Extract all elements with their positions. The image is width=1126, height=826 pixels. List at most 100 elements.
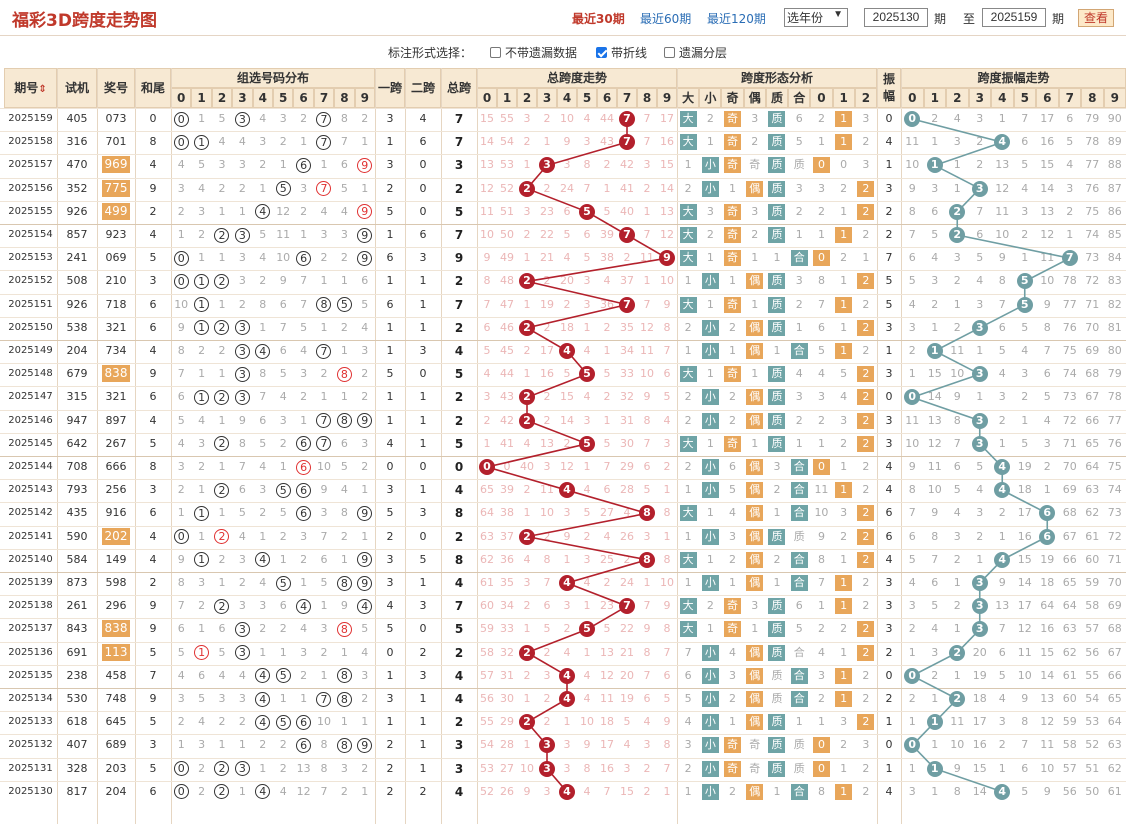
trend-cell: 5	[603, 204, 611, 218]
checkbox-miss-layer[interactable]	[664, 47, 675, 58]
dist-cell: 1	[177, 228, 185, 241]
amp-trend-cell: 9	[998, 576, 1006, 589]
shape-cell: 2	[855, 363, 877, 385]
header-dist-digit-3: 3	[232, 88, 253, 108]
amp-trend-cell: 1	[998, 761, 1006, 775]
dist-cell: 2	[212, 526, 232, 548]
trend-cell: 1	[643, 204, 651, 218]
sort-icon[interactable]: ⇕	[38, 84, 47, 95]
trend-cell: 32	[500, 645, 514, 659]
amp-trend-cell: 64	[1085, 460, 1100, 473]
start-issue-input[interactable]: 2025130	[864, 8, 928, 27]
amp-trend-cell: 67	[1085, 390, 1100, 404]
header-issue-label[interactable]: 期号	[14, 81, 39, 95]
option-with-line[interactable]: 带折线	[596, 44, 647, 61]
dist-cell: 6	[279, 599, 287, 613]
dist-hit-circle: 1	[194, 297, 210, 313]
dist-hit-circle: 7	[316, 181, 332, 197]
dist-cell: 1	[320, 668, 328, 682]
hewei-value: 5	[149, 761, 157, 775]
amp-ball: 0	[904, 111, 921, 127]
shape-cell: 小	[699, 526, 721, 548]
total-span-value: 8	[454, 506, 464, 521]
shape-mark: 1	[835, 134, 853, 151]
dist-cell: 1	[300, 413, 308, 427]
dist-hit-circle: 3	[234, 227, 250, 243]
shape-mark: 合	[790, 667, 808, 684]
nav-recent-60[interactable]: 最近60期	[640, 12, 692, 26]
amp-trend-cell: 2	[908, 622, 916, 636]
amp-ball: 2	[949, 691, 966, 707]
span2-value: 4	[419, 112, 427, 125]
award-number: 916	[105, 506, 127, 520]
query-button[interactable]: 查看	[1078, 9, 1114, 27]
shape-mark: 2	[857, 412, 875, 429]
shape-cell: 小	[699, 340, 721, 362]
dist-cell: 4	[198, 181, 206, 195]
issue-number: 2025135	[8, 669, 53, 681]
checkbox-no-miss[interactable]	[490, 47, 501, 58]
amp-ball: 1	[926, 157, 943, 174]
shape-cell: 5	[729, 483, 737, 497]
shape-cell: 偶	[744, 178, 766, 200]
trend-cell: 2	[603, 320, 611, 334]
shape-mark: 1	[835, 667, 853, 684]
trend-cell: 21	[540, 251, 554, 265]
trend-cell: 28	[620, 483, 634, 497]
span1-value: 6	[386, 251, 394, 265]
end-issue-input[interactable]: 2025159	[982, 8, 1046, 27]
trend-cell: 3	[537, 758, 557, 780]
span2-value: 1	[419, 761, 427, 775]
trend-cell: 26	[620, 529, 634, 543]
total-span-value: 5	[454, 436, 464, 451]
shape-mark: 偶	[746, 667, 764, 684]
shape-mark: 1	[835, 575, 853, 591]
amp-ball: 4	[994, 482, 1011, 499]
amp-trend-cell: 55	[1085, 668, 1100, 682]
span1-value: 3	[386, 483, 394, 497]
shape-mark: 大	[679, 551, 697, 568]
trend-cell: 2	[523, 344, 531, 357]
issue-number: 2025131	[8, 762, 53, 774]
dist-cell: 1	[279, 158, 287, 172]
option-miss-layer[interactable]: 遗漏分层	[664, 44, 727, 61]
nav-recent-120[interactable]: 最近120期	[707, 12, 766, 26]
dist-hit-circle: 2	[214, 598, 230, 614]
trend-cell: 7	[643, 436, 651, 450]
amp-value: 0	[885, 738, 893, 752]
column-divider	[171, 68, 172, 824]
amp-trend-cell: 3	[969, 317, 992, 339]
dist-hit-circle: 0	[173, 250, 189, 266]
dist-cell: 6	[279, 297, 287, 311]
option-no-miss[interactable]: 不带遗漏数据	[490, 44, 577, 61]
shape-mark: 1	[835, 482, 853, 499]
nav-recent-30[interactable]: 最近30期	[572, 12, 625, 26]
shape-mark: 大	[679, 203, 697, 220]
issue-number: 2025140	[8, 553, 53, 565]
shape-mark: 2	[857, 203, 875, 220]
shape-cell: 6	[795, 599, 803, 613]
trend-cell: 13	[480, 158, 494, 172]
trend-cell: 12	[600, 668, 614, 682]
trial-number: 843	[66, 622, 88, 636]
trend-cell: 3	[563, 761, 571, 775]
shape-cell: 小	[699, 734, 721, 756]
shape-mark: 质	[768, 273, 786, 290]
shape-cell: 3	[684, 738, 692, 752]
hewei-value: 6	[149, 320, 157, 334]
dist-cell: 6	[293, 433, 313, 455]
shape-cell: 3	[706, 204, 714, 218]
checkbox-with-line[interactable]	[596, 47, 607, 58]
dist-cell: 1	[218, 413, 226, 427]
amp-trend-cell: 8	[998, 274, 1006, 288]
dist-cell: 2	[218, 344, 226, 357]
amp-trend-cell: 12	[1040, 228, 1055, 241]
shape-cell: 质	[766, 294, 788, 316]
dist-cell: 2	[300, 390, 308, 404]
header-trend-digit-3: 3	[537, 88, 557, 108]
span2-value: 1	[419, 297, 427, 311]
dist-cell: 3	[361, 668, 369, 682]
hewei-value: 9	[149, 181, 157, 195]
year-select[interactable]: 选年份 ▼	[784, 8, 848, 27]
shape-cell: 2	[862, 761, 870, 775]
